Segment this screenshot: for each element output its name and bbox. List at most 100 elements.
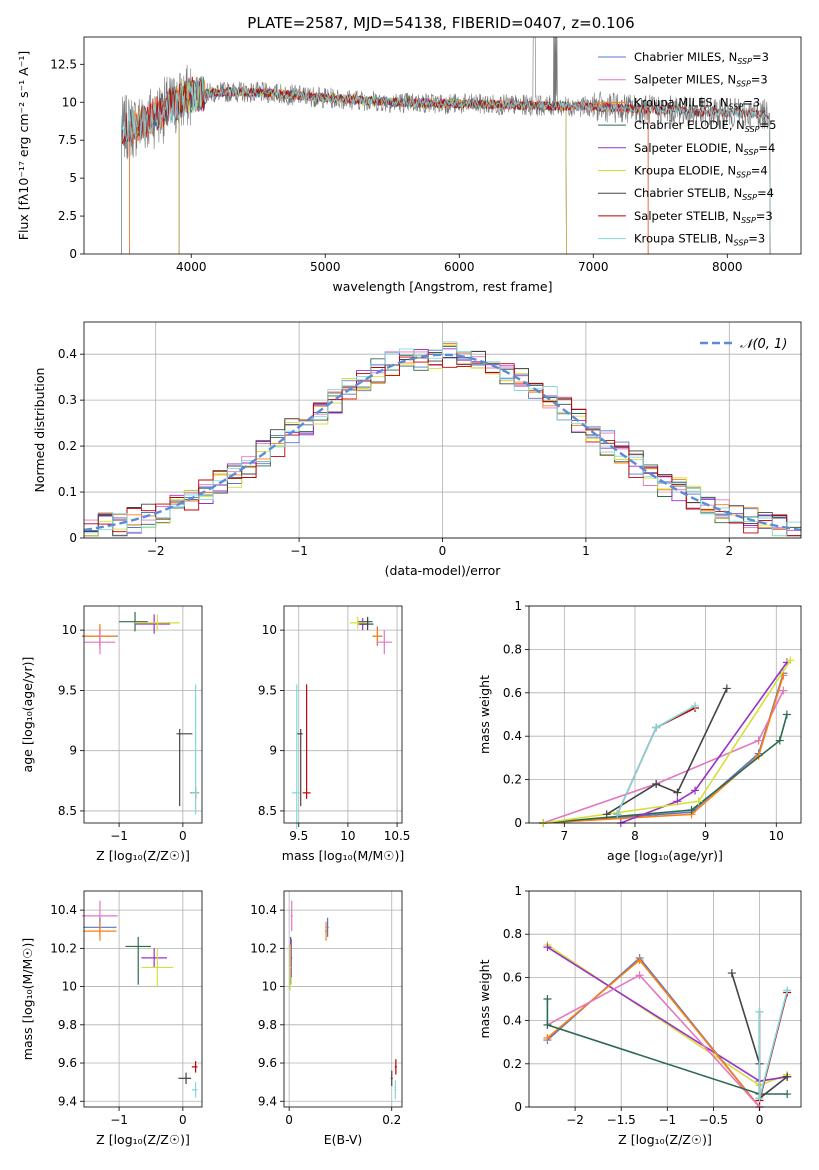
x-tick-label: 9.5 bbox=[289, 829, 308, 843]
x-tick-label: 4000 bbox=[176, 260, 207, 274]
x-axis-label: Z [log₁₀(Z/Z☉)] bbox=[618, 1132, 712, 1147]
weight-point bbox=[543, 1033, 552, 1042]
x-axis-label: wavelength [Angstrom, rest frame] bbox=[332, 279, 552, 294]
weight-point bbox=[543, 995, 552, 1003]
x-tick-label: 10.5 bbox=[384, 829, 411, 843]
y-tick-label: 0.2 bbox=[58, 439, 77, 453]
x-axis-label: Z [log₁₀(Z/Z☉)] bbox=[96, 1132, 190, 1147]
x-tick-label: −2 bbox=[147, 544, 165, 558]
grid bbox=[84, 606, 202, 823]
y-tick-label: 9.4 bbox=[258, 1094, 277, 1108]
x-tick-label: 0 bbox=[756, 1113, 764, 1127]
x-tick-label: −1.5 bbox=[607, 1113, 636, 1127]
y-tick-label: 0.1 bbox=[58, 485, 77, 499]
y-tick-label: 0 bbox=[69, 247, 77, 261]
axes-frame bbox=[528, 605, 802, 824]
x-tick-label: 5000 bbox=[310, 260, 341, 274]
axes-frame bbox=[83, 36, 802, 255]
plot-area bbox=[543, 941, 792, 1111]
weight-point bbox=[786, 656, 795, 665]
weight-point bbox=[543, 1020, 552, 1029]
y-tick-label: 0.6 bbox=[503, 686, 522, 700]
y-tick-label: 10 bbox=[62, 95, 77, 109]
grid bbox=[84, 891, 202, 1107]
x-axis-label: Z [log₁₀(Z/Z☉)] bbox=[96, 848, 190, 863]
y-tick-label: 10 bbox=[62, 623, 77, 637]
y-axis-label: mass weight bbox=[477, 959, 492, 1038]
weight-point bbox=[722, 684, 731, 693]
y-tick-label: 9.6 bbox=[258, 1056, 277, 1070]
x-tick-label: 2 bbox=[725, 544, 733, 558]
x-tick-label: −2 bbox=[566, 1113, 584, 1127]
y-axis-label: mass [log₁₀(M/M☉)] bbox=[20, 938, 35, 1060]
weight-point bbox=[783, 1090, 792, 1099]
y-tick-label: 0 bbox=[514, 816, 522, 830]
y-tick-label: 9.8 bbox=[258, 1018, 277, 1032]
weight-line bbox=[546, 999, 788, 1095]
plot-area bbox=[291, 616, 393, 830]
panel-weight-vs-age: 7 8 9 10 0 0.2 0.4 0.6 0.8 1 age [log₁₀(age/yr)] ma… bbox=[477, 599, 802, 863]
x-tick-label: 0 bbox=[179, 1113, 187, 1127]
y-axis-label: mass weight bbox=[477, 675, 492, 754]
y-tick-label: 10 bbox=[262, 623, 277, 637]
weight-point bbox=[652, 723, 661, 732]
plot-area bbox=[289, 900, 397, 1100]
y-tick-label: 0.2 bbox=[503, 1057, 522, 1071]
weight-line bbox=[606, 688, 728, 815]
legend-entry: Chabrier STELIB, NSSP=4 bbox=[634, 186, 774, 202]
grid bbox=[284, 891, 402, 1107]
x-tick-label: 0 bbox=[285, 1113, 293, 1127]
weight-line bbox=[620, 661, 788, 824]
weight-line bbox=[543, 675, 785, 824]
x-tick-label: 10 bbox=[769, 829, 784, 843]
panel-spectrum: 4000 5000 6000 7000 8000 0 2.5 5 7.5 10 12.5 wavele… bbox=[16, 36, 802, 294]
weight-point bbox=[754, 736, 763, 745]
y-tick-label: 9.5 bbox=[58, 683, 77, 697]
model-spectrum-line bbox=[178, 77, 567, 254]
x-tick-label: 1 bbox=[582, 544, 590, 558]
x-tick-label: 7000 bbox=[578, 260, 609, 274]
legend-entry: Salpeter MILES, NSSP=3 bbox=[634, 73, 768, 89]
x-tick-label: −0.5 bbox=[699, 1113, 728, 1127]
weight-point bbox=[635, 971, 644, 980]
y-tick-label: 8.5 bbox=[58, 804, 77, 818]
weight-point bbox=[755, 1007, 764, 1016]
weight-point bbox=[691, 786, 700, 795]
panel-weight-vs-Z: −2 −1.5 −1 −0.5 0 0 0.2 0.4 0.6 0.8 1 Z [log₁₀(Z/Z☉… bbox=[477, 884, 802, 1147]
grid bbox=[284, 606, 402, 823]
y-tick-label: 9 bbox=[269, 744, 277, 758]
y-axis-label: Normed distribution bbox=[32, 368, 47, 493]
y-tick-label: 10.4 bbox=[250, 903, 277, 917]
plot-area bbox=[83, 341, 802, 537]
y-tick-label: 10.2 bbox=[50, 941, 77, 955]
axes-frame bbox=[83, 605, 203, 824]
y-tick-label: 0.4 bbox=[503, 729, 522, 743]
x-tick-label: 7 bbox=[561, 829, 569, 843]
y-tick-label: 0.4 bbox=[58, 347, 77, 361]
x-tick-label: 6000 bbox=[444, 260, 475, 274]
histogram-step bbox=[84, 341, 801, 537]
x-axis-label: age [log₁₀(age/yr)] bbox=[607, 848, 723, 863]
weight-point bbox=[755, 1094, 764, 1103]
y-tick-label: 0 bbox=[514, 1100, 522, 1114]
plot-area bbox=[82, 900, 198, 1098]
legend-entry: Chabrier ELODIE, NSSP=5 bbox=[634, 118, 776, 134]
y-tick-label: 9.5 bbox=[258, 683, 277, 697]
figure-title: PLATE=2587, MJD=54138, FIBERID=0407, z=0… bbox=[247, 14, 634, 32]
weight-line bbox=[546, 956, 761, 1108]
histogram-step bbox=[84, 353, 801, 537]
weight-point bbox=[783, 1072, 792, 1081]
panel-mass-vs-EBV: 0 0.2 9.4 9.6 9.8 10 10.2 10.4 E(B-V) bbox=[250, 890, 403, 1147]
weight-line bbox=[542, 659, 792, 824]
x-tick-label: −1 bbox=[658, 1113, 676, 1127]
weight-line bbox=[758, 990, 788, 1099]
weight-point bbox=[691, 701, 700, 710]
weight-point bbox=[775, 736, 784, 745]
y-tick-label: 9 bbox=[69, 744, 77, 758]
y-tick-label: 5 bbox=[69, 171, 77, 185]
y-tick-label: 9.8 bbox=[58, 1018, 77, 1032]
x-tick-label: −1 bbox=[110, 829, 128, 843]
weight-line bbox=[542, 690, 785, 824]
y-tick-label: 1 bbox=[514, 599, 522, 613]
